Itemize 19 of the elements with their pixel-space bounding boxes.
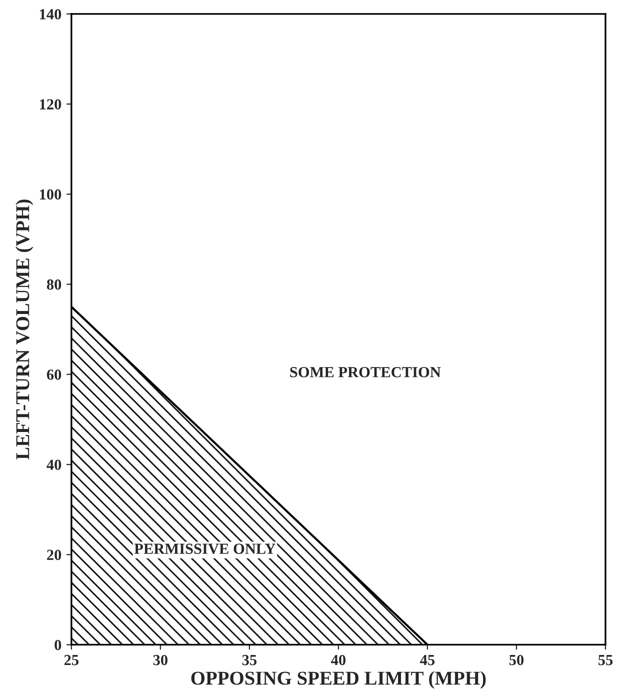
x-tick-label: 55	[598, 655, 613, 666]
y-tick-label: 140	[40, 9, 62, 20]
x-tick-label: 25	[64, 654, 78, 666]
x-tick-label: 50	[509, 654, 524, 666]
y-tick-label: 100	[40, 189, 62, 200]
x-axis-title: OPPOSING SPEED LIMIT (MPH)	[191, 671, 486, 689]
y-tick-label: 20	[47, 550, 62, 560]
x-tick-label: 45	[420, 654, 435, 666]
annotation: PERMISSIVE ONLY	[134, 544, 276, 554]
y-tick-label: 40	[46, 460, 62, 470]
y-tick-label: 120	[40, 99, 62, 110]
y-axis-title: LEFT-TURN VOLUME (VPH)	[16, 200, 34, 460]
y-tick-label: 0	[54, 640, 62, 650]
x-tick-label: 30	[153, 654, 168, 666]
annotation: SOME PROTECTION	[290, 367, 441, 378]
x-tick-label: 35	[242, 654, 257, 666]
x-tick-label: 40	[331, 654, 346, 666]
y-tick-label: 60	[46, 370, 62, 380]
y-tick-label: 80	[46, 279, 62, 290]
